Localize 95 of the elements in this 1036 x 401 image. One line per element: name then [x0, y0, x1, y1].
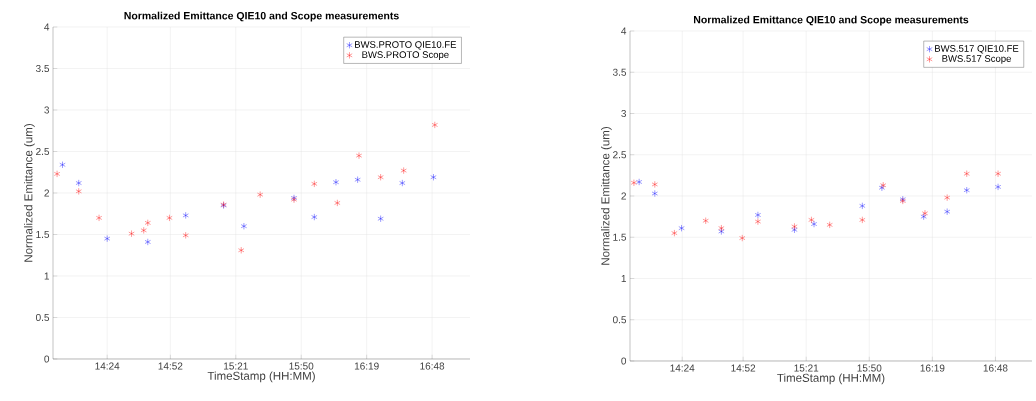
y-tick-label: 3 [44, 106, 50, 114]
chart-title: Normalized Emittance QIE10 and Scope measurements [693, 15, 969, 26]
point [75, 187, 82, 195]
y-tick-label: 2 [621, 192, 626, 200]
legend-label: BWS.PROTO QIE10.FE [355, 41, 457, 50]
point [377, 173, 384, 181]
x-tick-label: 15:50 [857, 364, 882, 372]
point [754, 211, 761, 219]
point [859, 202, 866, 210]
point [144, 219, 151, 227]
point [400, 167, 407, 174]
point [944, 194, 951, 202]
x-tick-label: 16:19 [920, 364, 945, 372]
point [240, 222, 247, 230]
x-axis-title: TimeStamp (HH:MM) [777, 373, 885, 385]
point [257, 191, 264, 199]
point [140, 226, 147, 234]
point [808, 216, 815, 224]
y-tick-label: 2 [44, 189, 49, 197]
x-tick-label: 14:52 [731, 364, 756, 372]
y-tick-label: 3.5 [35, 64, 50, 73]
legend-label: BWS.PROTO Scope [362, 51, 449, 60]
point [671, 229, 678, 237]
y-tick-label: 1.5 [36, 231, 50, 238]
point [754, 218, 761, 225]
point [826, 221, 833, 229]
point [75, 179, 82, 187]
y-tick-label: 3.5 [612, 68, 627, 76]
x-tick-label: 16:48 [420, 362, 445, 370]
x-tick-label: 15:50 [289, 362, 314, 370]
point [791, 226, 798, 234]
point [144, 238, 151, 246]
point [636, 178, 643, 186]
point [128, 230, 135, 238]
y-tick-label: 4 [621, 27, 627, 35]
x-tick-label: 14:24 [670, 364, 695, 372]
point [718, 224, 725, 232]
point [963, 170, 970, 178]
point [166, 214, 173, 222]
point [963, 186, 970, 194]
point [334, 199, 341, 207]
y-tick-label: 1 [621, 275, 626, 282]
point [430, 173, 437, 181]
point [922, 209, 928, 217]
point [651, 190, 658, 197]
point [377, 215, 384, 223]
point [356, 152, 362, 160]
y-axis-title: Normalized Emittance (um) [601, 127, 612, 265]
y-tick-label: 1.5 [613, 233, 627, 241]
point [399, 179, 406, 187]
point [311, 180, 318, 188]
legend-label: BWS.517 Scope [942, 55, 1011, 64]
y-tick-label: 3 [621, 109, 627, 118]
x-axis-title: TimeStamp (HH:MM) [207, 371, 315, 383]
y-tick-label: 4 [44, 23, 50, 31]
x-tick-label: 14:24 [95, 362, 120, 370]
y-tick-label: 2.5 [613, 151, 627, 159]
point [104, 235, 111, 243]
point [944, 208, 951, 216]
y-tick-label: 0 [44, 355, 50, 363]
x-tick-label: 15:21 [224, 362, 248, 370]
point [182, 212, 189, 219]
y-axis-title: Normalized Emittance (um) [24, 124, 35, 262]
point [182, 231, 189, 239]
point [630, 179, 637, 187]
point [995, 170, 1002, 178]
x-tick-label: 16:19 [354, 362, 379, 370]
point [311, 213, 318, 221]
legend-label: BWS.517 QIE10.FE [935, 45, 1019, 54]
chart-title: Normalized Emittance QIE10 and Scope measurements [124, 11, 399, 22]
point [995, 183, 1002, 191]
point [238, 246, 245, 254]
point [333, 178, 339, 186]
x-tick-label: 15:21 [794, 364, 819, 372]
point [431, 121, 438, 129]
point [739, 234, 746, 242]
point [96, 214, 103, 222]
y-tick-label: 2.5 [36, 147, 50, 156]
point [651, 181, 658, 188]
point [920, 213, 927, 221]
x-tick-label: 16:48 [983, 364, 1008, 372]
x-tick-label: 14:52 [158, 362, 183, 370]
point [811, 220, 817, 228]
y-tick-label: 0 [621, 357, 627, 365]
point [678, 224, 685, 232]
point [859, 216, 866, 224]
point [54, 170, 61, 178]
point [702, 217, 709, 225]
point [354, 176, 361, 184]
point [791, 223, 798, 230]
y-tick-label: 0.5 [612, 316, 627, 324]
y-tick-label: 1 [44, 272, 49, 280]
point [718, 228, 725, 235]
y-tick-label: 0.5 [35, 313, 50, 322]
point [59, 161, 66, 169]
